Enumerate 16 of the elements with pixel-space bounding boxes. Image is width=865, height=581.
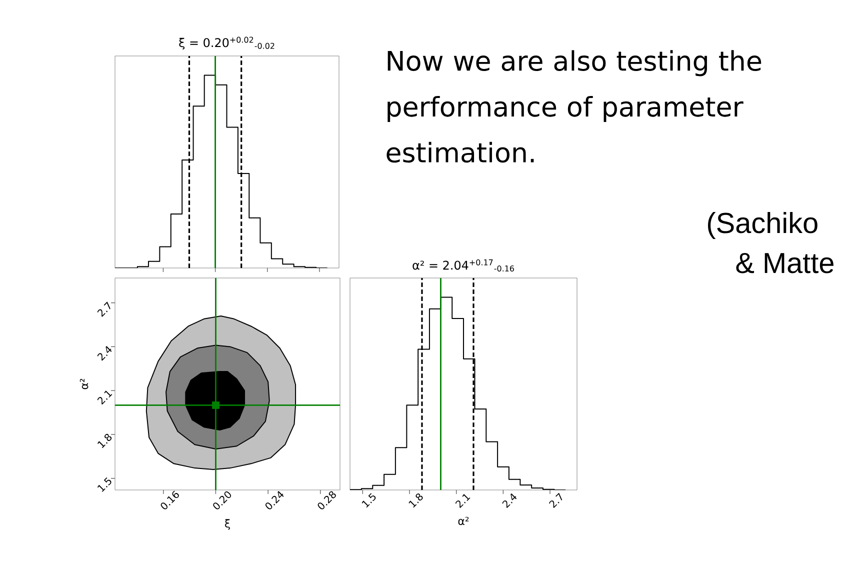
x-tick-label: 2.1 (455, 494, 470, 508)
x-axis-title: ξ (225, 519, 230, 530)
x-tick-label: 2.4 (502, 493, 517, 508)
text: (Sachiko (708, 212, 818, 239)
y-tick-label: 2.7 (97, 302, 110, 317)
y-tick-label: 2.1 (97, 390, 112, 405)
x-axis-title: α² (458, 516, 469, 526)
x-tick-label: 1.8 (408, 493, 423, 508)
text: & Matte (736, 253, 834, 274)
x-tick-label: 1.5 (362, 493, 376, 508)
y-axis-title: α² (80, 378, 88, 390)
x-tick-label: 2.7 (549, 492, 562, 508)
y-tick-label: 2.4 (97, 346, 112, 361)
y-tick-label: 1.5 (97, 477, 112, 492)
y-tick-label: 1.8 (97, 434, 112, 448)
text: Now we are also testing the performance of parameter estimation. (386, 50, 762, 163)
